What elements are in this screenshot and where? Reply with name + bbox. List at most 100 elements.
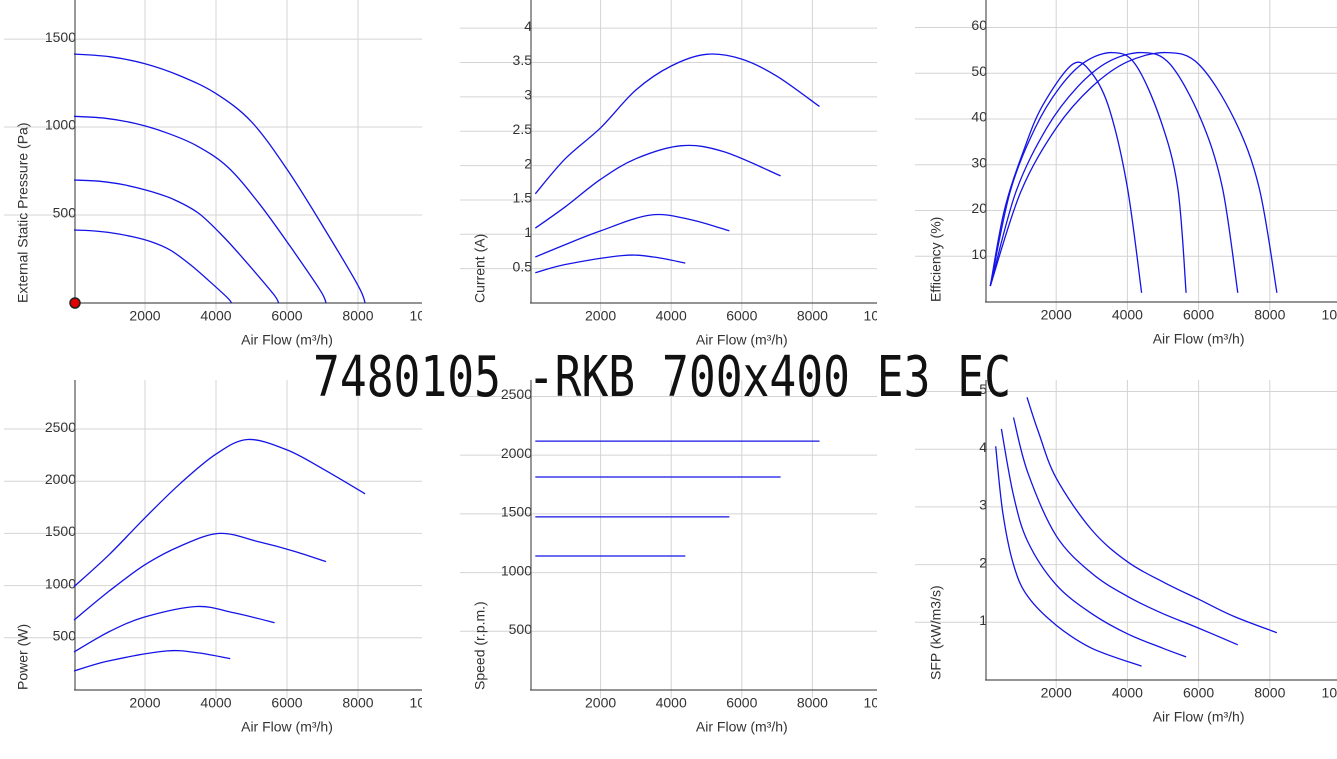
y-tick-label: 30 — [971, 154, 987, 170]
y-tick-label: 500 — [53, 205, 77, 221]
x-axis-label: Air Flow (m³/h) — [1153, 709, 1245, 725]
x-tick-label: 10000 — [1322, 685, 1337, 701]
x-tick-label: 8000 — [342, 308, 373, 324]
x-tick-label: 6000 — [271, 695, 302, 711]
x-tick-label: 2000 — [585, 695, 616, 711]
fan-curve — [73, 605, 275, 653]
x-tick-label: 2000 — [1041, 685, 1072, 701]
fan-curve — [535, 213, 730, 258]
fan-curve — [1000, 428, 1187, 658]
y-tick-label: 1000 — [45, 117, 76, 133]
x-tick-label: 4000 — [1112, 685, 1143, 701]
y-tick-label: 10 — [971, 246, 987, 262]
y-tick-label: 500 — [509, 621, 533, 637]
x-tick-label: 10000 — [410, 695, 449, 711]
fan-curve — [989, 51, 1278, 293]
y-tick-label: 3.5 — [513, 52, 533, 68]
fan-curve — [989, 51, 1187, 293]
y-tick-label: 40 — [971, 109, 987, 125]
y-tick-label: 3 — [524, 87, 532, 103]
fan-curve — [534, 53, 820, 195]
x-axis-label: Air Flow (m³/h) — [696, 719, 788, 735]
x-tick-label: 4000 — [656, 308, 687, 324]
y-tick-label: 0.5 — [513, 258, 533, 274]
fan-curve — [989, 61, 1143, 293]
fan-curve — [995, 446, 1142, 667]
y-tick-label: 1 — [524, 224, 532, 240]
x-axis-label: Air Flow (m³/h) — [241, 332, 333, 348]
x-tick-label: 10000 — [410, 308, 449, 324]
chart-panel: 2000 4000 6000 8000 10000 500 1000 1500 Air Flow… — [4, 0, 449, 348]
chart-panel: 2000 4000 6000 8000 10000 0.5 1 1.5 2 2.5 3 3.5 4 Air… — [460, 0, 903, 348]
fan-curve — [1026, 397, 1278, 634]
chart-panel: 2000 4000 6000 8000 10000 500 1000 1500 2000 2500… — [4, 380, 449, 735]
x-axis-label: Air Flow (m³/h) — [241, 719, 333, 735]
x-tick-label: 10000 — [864, 308, 903, 324]
y-tick-label: 4 — [979, 439, 987, 455]
fan-curve — [73, 53, 366, 304]
y-tick-label: 2 — [979, 554, 987, 570]
fan-curve — [73, 532, 327, 621]
page-title: 7480105 -RKB 700x400 E3 EC — [313, 345, 1011, 410]
y-tick-label: 4 — [524, 18, 532, 34]
x-tick-label: 2000 — [585, 308, 616, 324]
y-tick-label: 1 — [979, 612, 987, 628]
chart-panel: 2000 4000 6000 8000 10000 10 20 30 40 50 60 Air Flo… — [915, 0, 1337, 347]
x-tick-label: 6000 — [1183, 307, 1214, 323]
y-tick-label: 1.5 — [513, 190, 533, 206]
x-tick-label: 8000 — [1254, 685, 1285, 701]
fan-curve — [73, 115, 327, 304]
x-tick-label: 10000 — [1322, 307, 1337, 323]
y-axis-label: Current (A) — [472, 234, 488, 303]
x-tick-label: 8000 — [1254, 307, 1285, 323]
fan-curve — [989, 51, 1239, 293]
y-tick-label: 1500 — [501, 504, 532, 520]
x-axis-label: Air Flow (m³/h) — [1153, 331, 1245, 347]
y-tick-label: 500 — [53, 628, 77, 644]
chart-panel: 2000 4000 6000 8000 10000 1 2 3 4 5 Air Flow (m³/h… — [915, 380, 1337, 725]
x-tick-label: 4000 — [200, 308, 231, 324]
x-tick-label: 6000 — [726, 308, 757, 324]
x-tick-label: 4000 — [1112, 307, 1143, 323]
y-tick-label: 5 — [979, 381, 987, 397]
fan-curve — [73, 438, 366, 588]
y-tick-label: 50 — [971, 63, 987, 79]
chart-panel: 2000 4000 6000 8000 10000 500 1000 1500 2000 2500… — [460, 380, 903, 735]
fan-curve — [73, 649, 231, 672]
x-axis-label: Air Flow (m³/h) — [696, 332, 788, 348]
x-tick-label: 8000 — [342, 695, 373, 711]
y-tick-label: 20 — [971, 200, 987, 216]
x-tick-label: 8000 — [797, 695, 828, 711]
y-tick-label: 2.5 — [513, 121, 533, 137]
fan-curve — [73, 229, 233, 304]
operating-point — [69, 297, 81, 309]
y-tick-label: 2 — [524, 155, 532, 171]
y-axis-label: Efficiency (%) — [928, 217, 944, 302]
y-tick-label: 2500 — [45, 419, 76, 435]
x-tick-label: 2000 — [129, 695, 160, 711]
y-axis-label: External Static Pressure (Pa) — [15, 122, 31, 303]
y-axis-label: SFP (kW/m3/s) — [928, 585, 944, 680]
fan-curve — [73, 179, 280, 304]
y-tick-label: 2000 — [45, 471, 76, 487]
y-tick-label: 3 — [979, 497, 987, 513]
x-tick-label: 2000 — [1041, 307, 1072, 323]
x-tick-label: 4000 — [656, 695, 687, 711]
x-tick-label: 6000 — [271, 308, 302, 324]
x-tick-label: 6000 — [726, 695, 757, 711]
y-tick-label: 2000 — [501, 445, 532, 461]
fan-curve — [535, 254, 686, 274]
x-tick-label: 4000 — [200, 695, 231, 711]
y-axis-label: Speed (r.p.m.) — [472, 601, 488, 690]
y-axis-label: Power (W) — [15, 624, 31, 690]
x-tick-label: 2000 — [129, 308, 160, 324]
x-tick-label: 6000 — [1183, 685, 1214, 701]
y-tick-label: 1500 — [45, 29, 76, 45]
x-tick-label: 10000 — [864, 695, 903, 711]
fan-curve — [1012, 417, 1239, 646]
fan-curve — [534, 144, 781, 229]
y-tick-label: 1000 — [45, 575, 76, 591]
